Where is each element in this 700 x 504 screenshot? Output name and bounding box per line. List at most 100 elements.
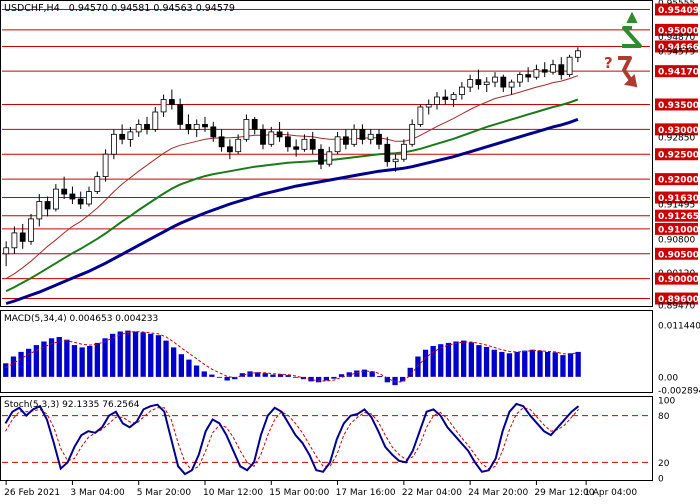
macd-bar: [163, 340, 169, 377]
stoch-pane-frame: [0, 396, 653, 481]
macd-bar: [453, 341, 459, 377]
macd-bar: [323, 376, 329, 381]
macd-bar: [193, 365, 200, 377]
macd-bar: [346, 372, 352, 377]
macd-bar: [552, 352, 558, 377]
price-label-bg: [655, 209, 698, 222]
price-label-bg: [655, 3, 698, 16]
time-tick-label: 5 Mar 20:00: [137, 488, 192, 498]
macd-bar: [545, 351, 551, 377]
candle-bear: [185, 124, 192, 130]
stoch-tick-label: 100: [658, 397, 675, 407]
macd-bar: [18, 351, 24, 377]
question-mark-label: ?: [604, 54, 613, 72]
forecast-arrows: ?: [604, 11, 642, 88]
candle-bear: [61, 188, 68, 195]
moving-averages: [5, 75, 579, 305]
candle-bull: [3, 247, 10, 255]
chart-header: USDCHF,H4 0.94570 0.94581 0.94563 0.9457…: [4, 3, 235, 14]
candle-bear: [177, 104, 184, 125]
macd-bar: [117, 331, 123, 377]
macd-tick-label: 0.00: [658, 373, 678, 383]
macd-bar: [293, 376, 299, 378]
candle-bull: [533, 69, 540, 78]
candle-bull: [94, 176, 101, 192]
macd-bar: [369, 371, 375, 377]
candle-bear: [475, 79, 482, 85]
candle-bull: [127, 131, 134, 140]
price-tick-label: 0.91495: [658, 201, 695, 211]
macd-bar: [110, 333, 116, 377]
price-label: 0.91000: [658, 225, 699, 235]
macd-bar: [87, 346, 93, 377]
arrow-up-head-icon: [626, 11, 638, 23]
price-label: 0.92500: [658, 151, 699, 161]
macd-bar: [178, 354, 184, 377]
time-axis: 26 Feb 2021 3 Mar 04:00 5 Mar 20:00 10 Mar …: [4, 481, 637, 498]
macd-bar: [422, 349, 429, 377]
stoch-signal-line: [5, 407, 579, 471]
macd-bar: [277, 374, 284, 377]
macd-bar: [224, 376, 230, 381]
candle-bear: [318, 148, 324, 165]
macd-bar: [354, 370, 360, 377]
macd-bar: [567, 353, 574, 377]
macd-bar: [316, 376, 322, 383]
price-label-bg: [655, 272, 698, 285]
macd-bar: [445, 342, 452, 377]
time-tick-label: 26 Feb 2021: [4, 488, 60, 498]
candle-bear: [144, 124, 150, 130]
macd-bar: [255, 372, 261, 377]
time-tick-label: 22 Mar 04:00: [402, 488, 462, 498]
macd-bar: [56, 337, 62, 377]
price-tick-label: 0.89470: [658, 302, 695, 312]
candle-bear: [284, 136, 291, 148]
macd-bar: [491, 349, 497, 377]
macd-bar: [575, 351, 581, 377]
macd-bar: [407, 367, 413, 377]
candle-bull: [458, 86, 465, 95]
price-tick-label: 0.94579: [658, 47, 695, 57]
stoch-title: Stoch(5,3,3) 92.1335 76.2564: [4, 400, 140, 410]
macd-bar: [41, 341, 47, 377]
candle-bear: [541, 69, 548, 73]
macd-bar: [48, 338, 55, 377]
candle-bull: [575, 50, 581, 58]
time-tick-label: 1 Apr 04:00: [584, 488, 637, 498]
price-label: 0.93000: [658, 126, 699, 136]
candle-bull: [409, 124, 416, 145]
stoch-tick-label: 80: [658, 412, 670, 422]
candle-bull: [268, 131, 275, 145]
price-label-bg: [655, 123, 698, 136]
macd-tick-label: -0.002894: [658, 387, 700, 397]
candle-bull: [135, 124, 142, 133]
price-label: 0.94170: [658, 68, 699, 78]
macd-bar: [71, 345, 78, 377]
stoch-tick-label: 0: [658, 475, 664, 485]
macd-bar: [522, 350, 528, 377]
macd-bar: [537, 350, 543, 377]
candle-bear: [218, 136, 225, 148]
price-label: 0.94666: [658, 43, 699, 53]
price-label: 0.90500: [658, 250, 699, 260]
price-label: 0.91630: [658, 194, 699, 204]
price-label-bg: [655, 222, 698, 235]
price-label: 0.90000: [658, 275, 699, 285]
candle-bear: [293, 146, 300, 150]
macd-bar: [247, 371, 253, 377]
price-axis: 0.955550.954090.950000.948700.946660.945…: [655, 0, 699, 312]
candle-bear: [251, 119, 258, 130]
candle-bull: [53, 188, 59, 210]
candle-bear: [359, 128, 366, 140]
macd-bar: [102, 338, 108, 377]
price-label: 0.95000: [658, 26, 699, 36]
candle-bull: [243, 119, 250, 140]
candle-bear: [376, 133, 382, 145]
price-label-bg: [655, 191, 698, 204]
candle-bear: [384, 143, 391, 163]
macd-bar: [529, 349, 535, 377]
macd-bar: [400, 376, 406, 382]
candle-bear: [500, 76, 507, 88]
macd-bar: [33, 345, 39, 377]
candle-bear: [260, 128, 266, 145]
